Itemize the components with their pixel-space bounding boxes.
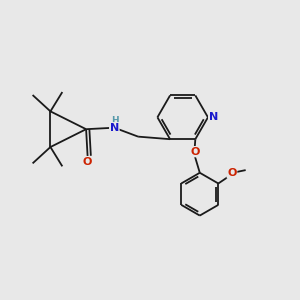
Text: N: N <box>209 112 218 122</box>
Text: O: O <box>227 168 237 178</box>
Text: N: N <box>110 123 119 133</box>
Text: O: O <box>82 158 92 167</box>
Text: O: O <box>190 147 200 157</box>
Text: H: H <box>111 116 119 125</box>
